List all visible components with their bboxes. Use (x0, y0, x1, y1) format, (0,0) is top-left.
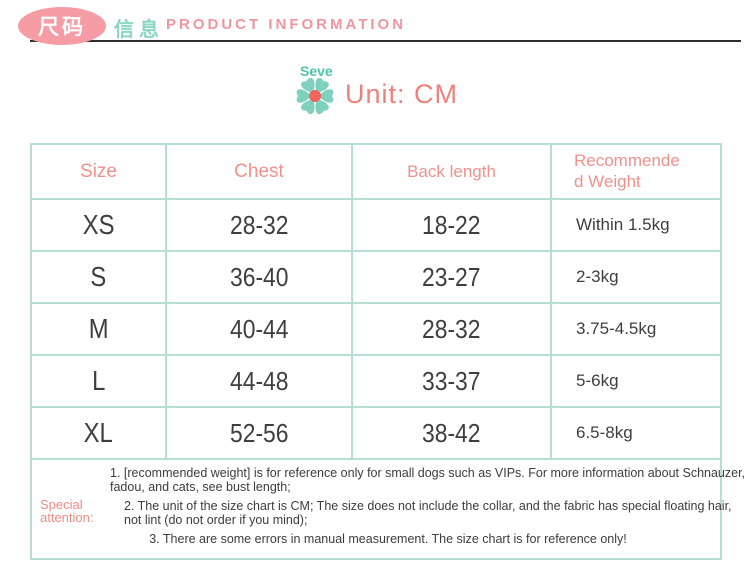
notes-cell: Special attention: 1. [recommended weigh… (30, 458, 745, 560)
table-row-xs: XS 28-32 18-22 Within 1.5kg (30, 198, 722, 252)
weight-cell: 2-3kg (550, 250, 722, 304)
back-length-cell: 38-42 (351, 406, 552, 460)
chest-cell: 40-44 (165, 302, 353, 356)
weight-cell: Within 1.5kg (550, 198, 722, 252)
notes-row: Special attention: 1. [recommended weigh… (30, 458, 745, 560)
back-length-cell: 28-32 (351, 302, 552, 356)
table-row-m: M 40-44 28-32 3.75-4.5kg (30, 302, 722, 356)
weight-cell: 6.5-8kg (550, 406, 722, 460)
brand-label: Seve (299, 63, 333, 79)
info-cn-label: 信息 (114, 19, 164, 41)
size-cell: L (30, 354, 167, 408)
weight-cell: 3.75-4.5kg (550, 302, 722, 356)
unit-row: Seve Unit: CM (0, 63, 749, 122)
weight-cell: 5-6kg (550, 354, 722, 408)
page-title: PRODUCT INFORMATION (166, 16, 407, 33)
table-header-row: Size Chest Back length Recommended Weigh… (30, 143, 722, 200)
chest-cell: 52-56 (165, 406, 353, 460)
column-header-chest: Chest (165, 143, 353, 200)
size-cell: S (30, 250, 167, 304)
table-row-xl: XL 52-56 38-42 6.5-8kg (30, 406, 722, 460)
chest-cell: 28-32 (165, 198, 353, 252)
flower-center-dot (308, 90, 321, 102)
size-chart-table: Size Chest Back length Recommended Weigh… (30, 143, 745, 560)
size-badge: 尺码 (18, 7, 106, 45)
chest-cell: 44-48 (165, 354, 353, 408)
size-cell: XS (30, 198, 167, 252)
table-row-s: S 36-40 23-27 2-3kg (30, 250, 722, 304)
unit-label: Unit: CM (344, 78, 458, 109)
note-item-3: 3. There are some errors in manual measu… (149, 532, 627, 546)
size-cell: M (30, 302, 167, 356)
size-cell: XL (30, 406, 167, 460)
flower-logo-icon: Seve (291, 63, 339, 121)
note-item-2: 2. The unit of the size chart is CM; The… (124, 499, 732, 527)
size-badge-label: 尺码 (38, 16, 86, 39)
table-row-l: L 44-48 33-37 5-6kg (30, 354, 722, 408)
back-length-cell: 18-22 (351, 198, 552, 252)
column-header-size: Size (30, 143, 167, 200)
column-header-recommended-weight: Recommended Weight (550, 143, 722, 200)
flower-icon-svg (296, 77, 334, 115)
chest-cell: 36-40 (165, 250, 353, 304)
special-attention-label: Special attention: (40, 497, 94, 525)
back-length-cell: 23-27 (351, 250, 552, 304)
header-divider (30, 40, 741, 42)
note-item-1: 1. [recommended weight] is for reference… (110, 466, 746, 494)
column-header-back-length: Back length (351, 143, 552, 200)
back-length-cell: 33-37 (351, 354, 552, 408)
